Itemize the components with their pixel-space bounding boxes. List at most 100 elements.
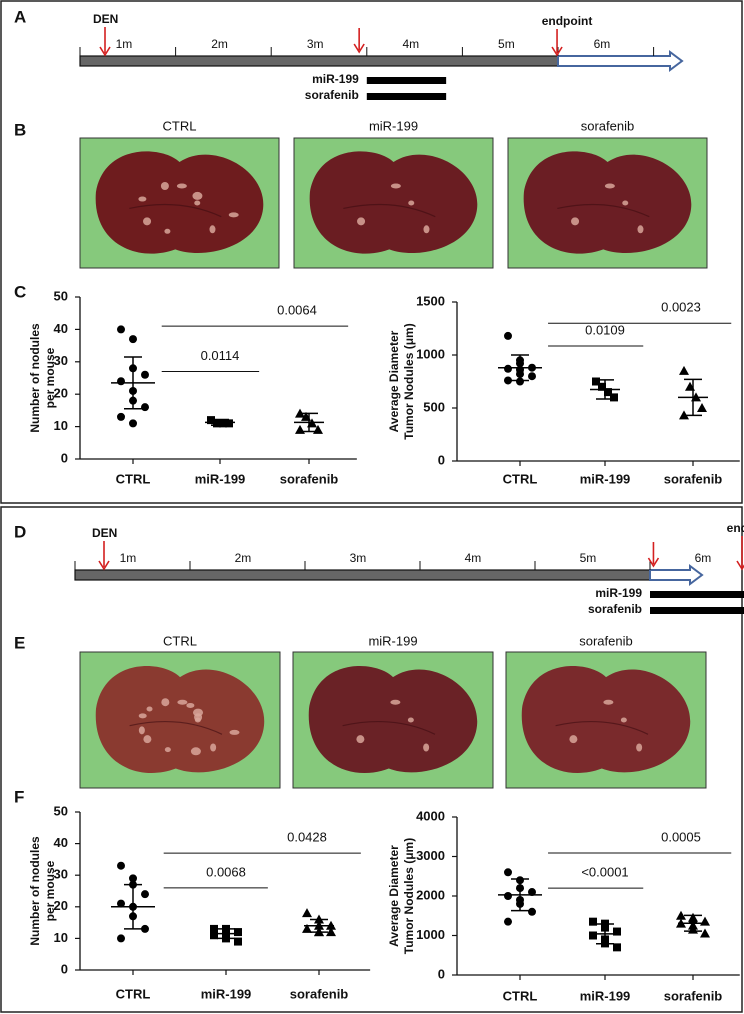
photo-label: miR-199 bbox=[368, 633, 417, 648]
y-axis-label: Average Diameter bbox=[387, 330, 401, 432]
y-tick-label: 1000 bbox=[416, 346, 445, 361]
y-axis-label: per mouse bbox=[43, 347, 57, 408]
nodule-spot bbox=[146, 706, 153, 712]
data-point bbox=[129, 335, 137, 344]
start-label: DEN bbox=[93, 12, 118, 26]
data-point bbox=[141, 890, 149, 899]
x-tick-label: CTRL bbox=[503, 988, 538, 1003]
month-label: 5m bbox=[580, 551, 597, 565]
nodule-spot bbox=[423, 225, 430, 234]
panel-frame bbox=[0, 506, 743, 1013]
y-tick-label: 50 bbox=[54, 288, 68, 303]
data-point bbox=[117, 377, 125, 386]
photo-label: miR-199 bbox=[369, 118, 418, 133]
y-tick-label: 500 bbox=[423, 399, 445, 414]
liver-highlight bbox=[555, 720, 649, 735]
month-label: 6m bbox=[695, 551, 712, 565]
month-label: 3m bbox=[350, 551, 367, 565]
p-value: 0.0068 bbox=[206, 864, 246, 879]
data-point bbox=[117, 412, 125, 421]
error-bar bbox=[511, 878, 529, 912]
y-axis-label: Number of nodules bbox=[28, 836, 42, 946]
treatment-bar bbox=[366, 93, 447, 100]
data-point bbox=[676, 910, 686, 920]
nodule-spot bbox=[194, 713, 203, 722]
error-bar bbox=[684, 378, 702, 417]
data-point bbox=[225, 419, 233, 428]
y-tick-label: 40 bbox=[54, 321, 68, 336]
liver bbox=[308, 665, 478, 774]
data-point bbox=[589, 917, 597, 926]
y-tick-label: 40 bbox=[54, 835, 68, 850]
x-tick-label: CTRL bbox=[503, 471, 538, 486]
nodule-spot bbox=[356, 735, 365, 744]
treatment-bar bbox=[366, 77, 447, 84]
data-point bbox=[326, 927, 336, 937]
start-label: DEN bbox=[92, 526, 117, 540]
error-bar bbox=[217, 928, 235, 940]
y-axis-label: Average Diameter bbox=[387, 845, 401, 947]
photo-label: CTRL bbox=[163, 633, 197, 648]
y-tick-label: 0 bbox=[438, 966, 445, 981]
nodule-spot bbox=[604, 183, 615, 189]
error-bar bbox=[124, 356, 142, 410]
y-axis-label: Number of nodules bbox=[28, 323, 42, 433]
data-point bbox=[234, 937, 242, 946]
y-tick-label: 10 bbox=[54, 418, 68, 433]
nodule-spot bbox=[190, 747, 201, 756]
y-tick-label: 3000 bbox=[416, 848, 445, 863]
nodule-spot bbox=[160, 182, 169, 191]
nodule-spot bbox=[620, 717, 627, 723]
liver bbox=[95, 151, 264, 254]
data-point bbox=[528, 372, 536, 381]
nodule-spot bbox=[138, 196, 147, 202]
nodule-spot bbox=[637, 225, 644, 234]
y-tick-label: 20 bbox=[54, 386, 68, 401]
nodule-spot bbox=[423, 743, 430, 752]
data-point bbox=[117, 934, 125, 943]
y-tick-label: 30 bbox=[54, 867, 68, 882]
y-tick-label: 10 bbox=[54, 930, 68, 945]
p-value: 0.0005 bbox=[661, 829, 701, 844]
liver-highlight bbox=[129, 203, 222, 218]
panel-label: B bbox=[14, 120, 26, 139]
error-bar bbox=[596, 923, 614, 945]
panel-label: F bbox=[14, 787, 24, 806]
y-tick-label: 2000 bbox=[416, 887, 445, 902]
photo-label: sorafenib bbox=[579, 633, 632, 648]
liver bbox=[523, 151, 692, 254]
month-label: 2m bbox=[235, 551, 252, 565]
nodule-spot bbox=[571, 217, 580, 226]
data-point bbox=[504, 892, 512, 900]
data-point bbox=[592, 377, 600, 386]
timeline-arrow bbox=[557, 50, 684, 72]
data-point bbox=[504, 364, 512, 373]
p-value: <0.0001 bbox=[581, 865, 628, 880]
data-point bbox=[129, 874, 137, 883]
treatment-label: sorafenib bbox=[305, 88, 359, 102]
data-point bbox=[129, 419, 137, 428]
liver bbox=[95, 665, 265, 774]
nodule-spot bbox=[209, 225, 216, 234]
y-axis-label: Tumor Nodules (μm) bbox=[402, 323, 416, 439]
panel-label: C bbox=[14, 282, 26, 301]
error-bar bbox=[310, 918, 328, 933]
liver-highlight bbox=[129, 720, 223, 735]
data-point bbox=[528, 888, 536, 897]
data-point bbox=[613, 927, 621, 936]
data-point bbox=[697, 403, 707, 412]
error-bar bbox=[684, 914, 702, 932]
red-arrow-head bbox=[99, 46, 111, 57]
x-tick-label: sorafenib bbox=[280, 471, 339, 486]
nodule-spot bbox=[164, 228, 171, 234]
data-point bbox=[589, 931, 597, 940]
error-bar bbox=[511, 354, 529, 382]
data-point bbox=[219, 419, 227, 428]
x-tick-label: miR-199 bbox=[580, 988, 631, 1003]
month-label: 1m bbox=[120, 551, 137, 565]
data-point bbox=[295, 424, 305, 434]
month-label: 4m bbox=[402, 37, 419, 51]
error-bar bbox=[124, 883, 142, 930]
liver-highlight bbox=[342, 720, 436, 735]
data-point bbox=[700, 916, 710, 926]
